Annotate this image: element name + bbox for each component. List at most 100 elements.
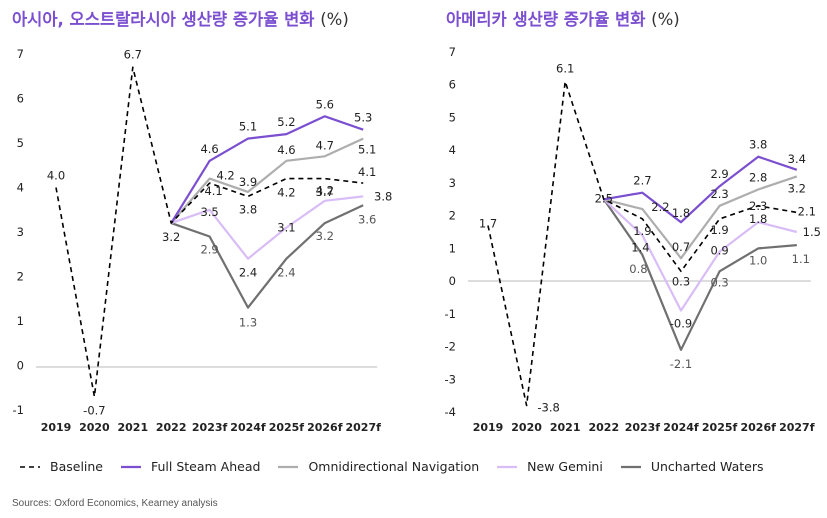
data-label: 3.2 xyxy=(316,229,334,243)
data-label: 2.3 xyxy=(710,187,728,201)
data-label: 2.2 xyxy=(651,200,669,214)
y-tick-label: 5 xyxy=(17,136,24,150)
x-category-label: 2023f xyxy=(192,421,228,434)
x-category-label: 2019 xyxy=(41,421,72,434)
series-line-omnidirectional-navigation xyxy=(170,137,364,224)
y-tick-label: 6 xyxy=(449,78,456,92)
legend-swatch xyxy=(20,465,40,468)
series-line-baseline xyxy=(487,80,797,407)
y-tick-label: 1 xyxy=(17,314,24,328)
y-tick-label: 2 xyxy=(449,209,456,223)
y-tick-label: -1 xyxy=(13,403,24,417)
x-category-label: 2019 xyxy=(473,421,504,434)
data-label: 1.5 xyxy=(803,225,821,239)
data-label: 0.7 xyxy=(672,240,690,254)
data-label: 3.2 xyxy=(788,181,806,195)
data-label: 3.2 xyxy=(162,230,180,244)
data-label: 3.1 xyxy=(277,221,295,235)
legend-swatch xyxy=(620,465,641,468)
legend-item-full-steam-ahead: Full Steam Ahead xyxy=(119,459,260,474)
data-label: 1.3 xyxy=(239,316,257,330)
x-category-label: 2022 xyxy=(588,421,619,434)
data-label: 1.8 xyxy=(672,206,690,220)
data-label: 1.9 xyxy=(710,223,728,237)
chart-legend: Baseline Full Steam Ahead Omnidirectional … xyxy=(18,459,779,474)
series-line-uncharted-waters xyxy=(602,198,797,351)
data-label: 2.9 xyxy=(200,242,218,256)
data-label: 3.4 xyxy=(788,152,806,166)
legend-swatch xyxy=(497,465,518,468)
x-category-label: 2025f xyxy=(702,421,738,434)
y-tick-label: 4 xyxy=(449,143,456,157)
data-label: 0.3 xyxy=(672,274,690,288)
legend-swatch xyxy=(278,465,299,468)
data-label: 5.1 xyxy=(358,143,376,157)
series-line-new-gemini xyxy=(603,198,798,312)
data-label: 2.1 xyxy=(798,204,816,218)
data-label: 3.8 xyxy=(749,138,767,152)
x-category-label: 2020 xyxy=(511,421,542,434)
y-tick-label: 6 xyxy=(17,92,24,106)
americas-chart-title-unit: (%) xyxy=(651,10,680,29)
data-label: 2.3 xyxy=(749,199,767,213)
x-category-label: 2027f xyxy=(345,421,381,434)
data-label: 4.6 xyxy=(277,143,295,157)
legend-label: Full Steam Ahead xyxy=(151,459,261,474)
data-label: 3.8 xyxy=(239,202,257,216)
source-note: Sources: Oxford Economics, Kearney analy… xyxy=(12,498,218,509)
data-label: 5.6 xyxy=(316,97,334,111)
data-label: -2.1 xyxy=(670,357,692,371)
data-label: 4.6 xyxy=(200,142,218,156)
data-label: 6.1 xyxy=(556,61,574,75)
data-label: 1.7 xyxy=(479,216,497,230)
legend-item-uncharted-waters: Uncharted Waters xyxy=(619,459,764,474)
legend-label: Uncharted Waters xyxy=(650,459,764,474)
legend-label: Omnidirectional Navigation xyxy=(308,459,480,474)
data-label: 6.7 xyxy=(124,47,142,61)
x-category-label: 2021 xyxy=(550,421,581,434)
data-label: 4.0 xyxy=(47,169,65,183)
y-tick-label: 0 xyxy=(17,359,24,373)
x-category-label: 2025f xyxy=(269,421,305,434)
x-category-label: 2020 xyxy=(79,421,110,434)
americas-chart-title-text: 아메리카 생산량 증가율 변화 xyxy=(446,10,646,29)
y-tick-label: 3 xyxy=(17,225,24,239)
data-label: 2.9 xyxy=(710,167,728,181)
data-label: 1.4 xyxy=(631,240,649,254)
data-label: 4.1 xyxy=(358,165,376,179)
data-label: 3.9 xyxy=(239,175,257,189)
x-category-label: 2023f xyxy=(625,421,661,434)
x-category-label: 2022 xyxy=(156,421,187,434)
series-line-omnidirectional-navigation xyxy=(603,175,798,260)
legend-swatch xyxy=(121,465,141,468)
y-tick-label: -4 xyxy=(445,405,456,419)
data-label: 2.8 xyxy=(749,170,767,184)
data-label: 3.8 xyxy=(374,189,392,203)
y-tick-label: -3 xyxy=(445,372,456,386)
legend-item-omnidirectional-navigation: Omnidirectional Navigation xyxy=(276,459,479,474)
legend-item-new-gemini: New Gemini xyxy=(495,459,603,474)
data-label: 4.2 xyxy=(316,184,334,198)
x-category-label: 2024f xyxy=(230,421,266,434)
data-label: 4.1 xyxy=(204,184,222,198)
data-label: 5.1 xyxy=(239,120,257,134)
x-category-label: 2021 xyxy=(117,421,148,434)
series-line-new-gemini xyxy=(170,195,364,260)
y-tick-label: -2 xyxy=(445,340,456,354)
data-label: 4.7 xyxy=(316,138,334,152)
data-label: 4.2 xyxy=(277,186,295,200)
y-tick-label: 7 xyxy=(449,45,456,59)
data-label: 3.7 xyxy=(316,185,334,199)
y-tick-label: 3 xyxy=(449,176,456,190)
y-tick-label: 4 xyxy=(17,181,24,195)
series-line-full-steam-ahead xyxy=(170,115,364,224)
x-category-label: 2026f xyxy=(740,421,776,434)
series-line-baseline xyxy=(55,66,364,398)
data-label: 2.5 xyxy=(595,191,613,205)
y-tick-label: 1 xyxy=(449,241,456,255)
legend-item-baseline: Baseline xyxy=(18,459,103,474)
series-line-full-steam-ahead xyxy=(603,155,798,224)
data-label: 2.4 xyxy=(277,266,295,280)
data-label: -0.7 xyxy=(83,404,105,418)
